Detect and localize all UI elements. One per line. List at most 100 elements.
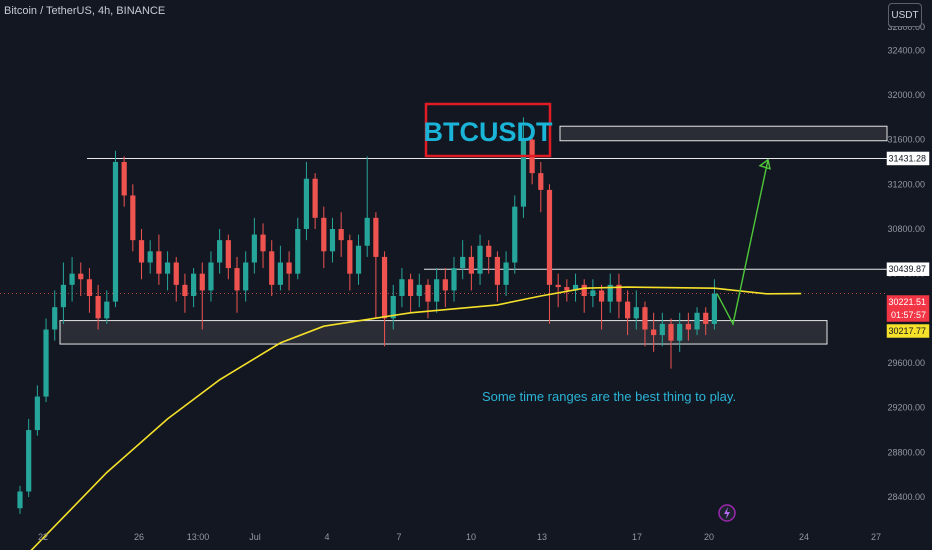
candle-body — [399, 279, 405, 297]
candle-body — [486, 245, 492, 257]
price-tag-label: 31431.28 — [888, 153, 926, 163]
annotation-note: Some time ranges are the best thing to p… — [482, 389, 736, 404]
moving-average-layer — [30, 286, 802, 550]
candle — [225, 234, 231, 280]
candle-body — [711, 293, 717, 324]
candle — [460, 240, 466, 280]
title-box-text: BTCUSDT — [424, 117, 553, 147]
lightning-icon[interactable] — [718, 504, 736, 522]
candle — [86, 268, 93, 313]
candle — [581, 279, 587, 313]
candle — [173, 256, 179, 302]
candle — [442, 268, 448, 308]
y-tick-label: 31200.00 — [887, 179, 925, 189]
candle-body — [668, 323, 674, 341]
candle — [408, 273, 414, 313]
candle-body — [677, 323, 683, 341]
candle-body — [512, 206, 518, 263]
candle-body — [633, 307, 639, 319]
candle — [60, 262, 66, 324]
candle — [494, 251, 500, 302]
candle — [685, 312, 691, 341]
candle-body — [217, 240, 223, 263]
candle-body — [590, 290, 596, 297]
candle — [269, 240, 275, 297]
moving-average-line — [30, 286, 802, 550]
candle — [303, 161, 310, 241]
candle — [164, 251, 171, 291]
candle-body — [277, 262, 283, 285]
price-tag-label: 30217.77 — [888, 326, 926, 336]
candle — [555, 273, 561, 308]
price-tag-label: 30221.51 — [888, 297, 926, 307]
candle — [364, 156, 370, 257]
candle — [260, 223, 266, 269]
y-tick-label: 31600.00 — [887, 135, 925, 145]
candle-body — [581, 284, 587, 297]
price-tag-label: 30439.87 — [888, 264, 926, 274]
candle-body — [156, 251, 162, 274]
x-tick-label: 10 — [466, 532, 476, 542]
candle-body — [17, 491, 23, 509]
candle — [564, 279, 570, 302]
candle — [191, 268, 197, 308]
projection-arrow-line — [716, 159, 769, 326]
x-tick-label: 27 — [871, 532, 881, 542]
price-axis[interactable]: 28400.0028800.0029200.0029600.0030000.00… — [887, 22, 925, 502]
candle — [286, 251, 292, 291]
y-tick-label: 28800.00 — [887, 447, 925, 457]
price-tag: 01:57:57 — [886, 308, 930, 322]
candle — [52, 290, 58, 341]
candle-body — [95, 296, 101, 319]
candle — [703, 307, 709, 336]
candle — [694, 307, 700, 336]
projection-arrow-head — [758, 158, 771, 170]
currency-button[interactable]: USDT — [888, 3, 922, 27]
candle-body — [364, 217, 370, 246]
candle — [677, 312, 683, 352]
price-tag: 30217.77 — [886, 324, 930, 338]
y-tick-label: 32400.00 — [887, 45, 925, 55]
title-box-border — [424, 102, 552, 158]
candle — [208, 251, 214, 302]
candle — [26, 418, 32, 498]
y-tick-label: 29600.00 — [887, 358, 925, 368]
x-tick-label: 13:00 — [187, 532, 210, 542]
candle-body — [373, 217, 379, 257]
candle-body — [234, 268, 240, 291]
candle — [43, 318, 49, 403]
price-tag: 31431.28 — [886, 151, 930, 166]
candle — [182, 273, 188, 313]
candle — [616, 273, 622, 319]
candle — [373, 212, 379, 319]
time-axis[interactable]: 22 26 13:00 Jul 4 7 10 13 17 20 24 27 — [38, 532, 881, 542]
candle-body — [607, 284, 613, 302]
x-tick-label: 7 — [396, 532, 401, 542]
candle — [243, 251, 249, 302]
x-tick-label: 4 — [324, 532, 329, 542]
candle — [347, 234, 353, 291]
candle-body — [321, 217, 327, 252]
price-tags-layer: 31431.28 30439.87 30221.51 01:57:57 30217.77 — [886, 151, 930, 338]
candle — [520, 117, 527, 218]
candle — [156, 234, 162, 285]
candle-body — [164, 262, 171, 274]
zone-support — [59, 320, 828, 345]
candle-body — [408, 279, 414, 297]
candle-body — [138, 240, 145, 263]
candle-body — [625, 301, 631, 319]
candle-body — [347, 240, 353, 274]
candle — [633, 290, 639, 330]
candle — [659, 312, 665, 347]
y-tick-label: 29200.00 — [887, 403, 925, 413]
candle-body — [546, 189, 553, 285]
candle-body — [191, 273, 197, 297]
candle — [477, 234, 483, 285]
candle — [607, 273, 613, 313]
candle-body — [182, 284, 188, 297]
candle-body — [694, 312, 700, 330]
candle-body — [616, 284, 622, 302]
candle-body — [243, 262, 249, 291]
